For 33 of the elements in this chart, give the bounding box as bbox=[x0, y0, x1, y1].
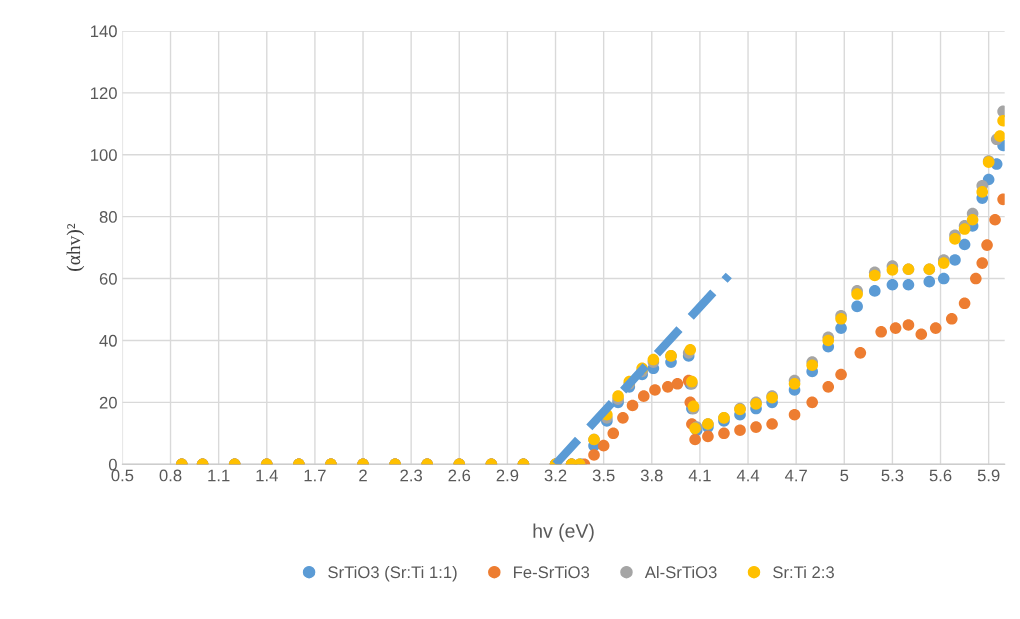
x-tick-label: 2 bbox=[359, 469, 367, 482]
x-tick-label: 0.8 bbox=[159, 469, 182, 482]
x-tick-label: 5 bbox=[840, 469, 849, 482]
x-tick-label: 0.5 bbox=[111, 469, 134, 482]
y-tick-label: 60 bbox=[99, 272, 117, 285]
x-tick-label: 2.6 bbox=[448, 469, 471, 482]
x-tick-label: 2.9 bbox=[496, 469, 519, 482]
legend-label: Fe-SrTiO3 bbox=[514, 565, 590, 579]
x-tick-label: 3.5 bbox=[592, 469, 615, 482]
x-tick-label: 4.7 bbox=[784, 469, 807, 482]
x-tick-label: 1.7 bbox=[304, 469, 326, 482]
y-tick-label: 20 bbox=[99, 396, 117, 409]
y-tick-label: 0 bbox=[108, 458, 117, 471]
x-tick-label: 5.3 bbox=[881, 469, 904, 482]
legend-label: Al-SrTiO3 bbox=[644, 565, 717, 579]
x-axis-title: hv (eV) bbox=[533, 523, 594, 542]
x-tick-label: 5.6 bbox=[929, 469, 952, 482]
legend-label: Sr:Ti 2:3 bbox=[773, 565, 834, 579]
x-tick-label: 3.8 bbox=[640, 469, 663, 482]
x-tick-label: 3.2 bbox=[544, 469, 567, 482]
y-tick-label: 40 bbox=[99, 334, 117, 347]
x-tick-label: 4.4 bbox=[736, 469, 760, 482]
x-tick-label: 5.9 bbox=[977, 469, 1000, 482]
x-tick-label: 1.4 bbox=[256, 469, 278, 482]
y-tick-label: 140 bbox=[91, 25, 117, 38]
x-tick-label: 4.1 bbox=[688, 469, 711, 482]
x-tick-label: 2.3 bbox=[400, 469, 423, 482]
y-tick-label: 120 bbox=[91, 87, 117, 100]
x-tick-label: 1.1 bbox=[208, 469, 230, 482]
y-tick-label: 100 bbox=[91, 149, 117, 161]
legend-label: SrTiO3 (Sr:Ti 1:1) bbox=[328, 565, 457, 582]
y-tick-label: 80 bbox=[99, 211, 117, 223]
y-axis-title: (αhv)² bbox=[66, 223, 85, 271]
